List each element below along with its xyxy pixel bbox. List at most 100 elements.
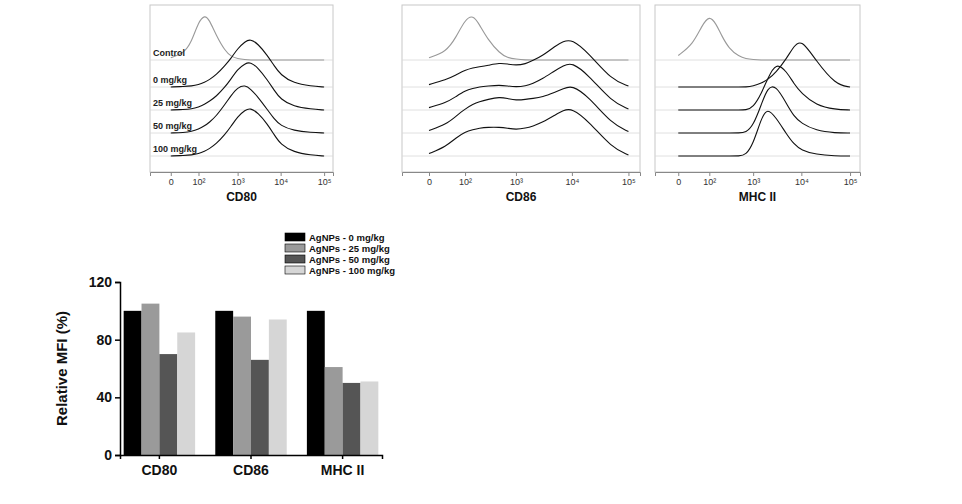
- legend: AgNPs - 0 mg/kgAgNPs - 25 mg/kgAgNPs - 5…: [285, 232, 395, 276]
- tick-mark: [115, 339, 120, 341]
- row-baseline: [402, 156, 640, 157]
- histogram-curve: [678, 111, 850, 156]
- x-tick-label: 10⁴: [565, 177, 579, 187]
- x-tick-axis: 0 10² 10³ 10⁴ 10⁵: [656, 172, 861, 187]
- y-tick: 80: [96, 332, 120, 348]
- x-tick-label: 0: [427, 177, 432, 187]
- bar: [251, 360, 269, 455]
- tick-mark: [115, 397, 120, 399]
- tick-mark: [753, 172, 754, 176]
- x-tick: 10³: [232, 172, 245, 187]
- x-tick: 0: [676, 172, 681, 187]
- legend-label: AgNPs - 25 mg/kg: [309, 243, 390, 254]
- axis-line: [115, 283, 121, 456]
- curves: [429, 17, 628, 155]
- x-tick: 10⁵: [622, 172, 636, 187]
- axis-line: [656, 173, 861, 177]
- bar: [215, 311, 233, 455]
- tick-mark: [281, 172, 282, 176]
- x-tick: 10⁴: [795, 172, 809, 187]
- tick-mark: [115, 282, 120, 284]
- x-tick-label: 10⁵: [622, 177, 636, 187]
- x-tick-label: 10²: [192, 177, 205, 187]
- x-axis-title: CD86: [506, 190, 537, 204]
- bar: [177, 332, 195, 455]
- x-tick-label: 0: [169, 177, 174, 187]
- tick-mark: [429, 172, 430, 176]
- legend-swatch: [285, 233, 305, 241]
- histogram-panel: 0 10² 10³ 10⁴ 10⁵ MHC II: [655, 5, 861, 204]
- x-tick: CD86: [233, 455, 269, 478]
- bar: [269, 319, 287, 455]
- tick-mark: [801, 172, 802, 176]
- x-tick-label: 10⁵: [844, 177, 858, 187]
- legend-item: AgNPs - 25 mg/kg: [285, 243, 390, 254]
- y-tick: 120: [89, 274, 120, 290]
- bar: [343, 383, 361, 455]
- y-tick: 0: [104, 447, 120, 463]
- tick-mark: [159, 455, 161, 459]
- tick-mark: [465, 172, 466, 176]
- histogram-curve: [171, 17, 324, 60]
- x-tick-label: 10³: [747, 177, 760, 187]
- bar: [142, 304, 160, 455]
- x-axis-title: CD80: [226, 190, 257, 204]
- x-tick: 10²: [192, 172, 205, 187]
- y-tick-axis: 0 40 80 120: [89, 274, 121, 463]
- x-tick-label: 10⁴: [274, 177, 288, 187]
- x-tick-label: MHC II: [321, 462, 365, 478]
- chart-svg: Control0 mg/kg25 mg/kg50 mg/kg100 mg/kg0…: [0, 0, 962, 504]
- x-tick-label: CD80: [141, 462, 177, 478]
- x-tick-axis: 010²10³10⁴10⁵: [403, 172, 641, 187]
- x-tick-label: CD86: [233, 462, 269, 478]
- histogram-curve: [678, 18, 850, 60]
- histogram-curve: [429, 110, 628, 155]
- figure: Control0 mg/kg25 mg/kg50 mg/kg100 mg/kg0…: [0, 0, 962, 504]
- histogram-curve: [429, 17, 628, 60]
- tick-mark: [572, 172, 573, 176]
- axis-line: [403, 173, 641, 177]
- tick-mark: [238, 172, 239, 176]
- legend-item: AgNPs - 100 mg/kg: [285, 265, 395, 276]
- x-tick-label: 10²: [703, 177, 716, 187]
- bar: [233, 317, 251, 455]
- legend-swatch: [285, 244, 305, 252]
- curves: [678, 18, 850, 156]
- x-tick: MHC II: [321, 455, 365, 478]
- tick-mark: [342, 455, 344, 459]
- x-tick: 10²: [703, 172, 716, 187]
- axis-line: [151, 173, 334, 177]
- plot-frame: [150, 5, 333, 172]
- legend-item: AgNPs - 50 mg/kg: [285, 254, 390, 265]
- tick-mark: [516, 172, 517, 176]
- tick-mark: [250, 455, 252, 459]
- legend-label: AgNPs - 0 mg/kg: [309, 232, 385, 243]
- bar: [124, 311, 142, 455]
- tick-mark: [198, 172, 199, 176]
- curves: [171, 17, 324, 156]
- histogram-curve: [429, 87, 628, 132]
- series-label: 100 mg/kg: [153, 144, 197, 154]
- bar: [307, 311, 325, 455]
- x-tick: 10⁵: [318, 172, 332, 187]
- x-tick: 10⁵: [844, 172, 858, 187]
- series-label: 25 mg/kg: [153, 98, 192, 108]
- x-tick: 10⁴: [565, 172, 579, 187]
- legend-swatch: [285, 266, 305, 274]
- row-baseline: [402, 133, 640, 134]
- x-tick: 0: [427, 172, 432, 187]
- legend-label: AgNPs - 100 mg/kg: [309, 265, 395, 276]
- x-tick-axis: 0 10² 10³ 10⁴ 10⁵: [151, 172, 334, 187]
- histogram-panel: Control0 mg/kg25 mg/kg50 mg/kg100 mg/kg0…: [150, 5, 334, 204]
- y-tick: 40: [96, 389, 120, 405]
- axis-line: [121, 456, 383, 460]
- y-tick-label: 40: [96, 389, 112, 405]
- x-axis-title: MHC II: [739, 190, 776, 204]
- bar: [360, 381, 378, 455]
- x-tick-label: 10⁵: [318, 177, 332, 187]
- x-tick: 10³: [510, 172, 523, 187]
- tick-mark: [850, 172, 851, 176]
- tick-mark: [115, 455, 120, 457]
- legend-item: AgNPs - 0 mg/kg: [285, 232, 385, 243]
- histogram-curve: [678, 43, 850, 87]
